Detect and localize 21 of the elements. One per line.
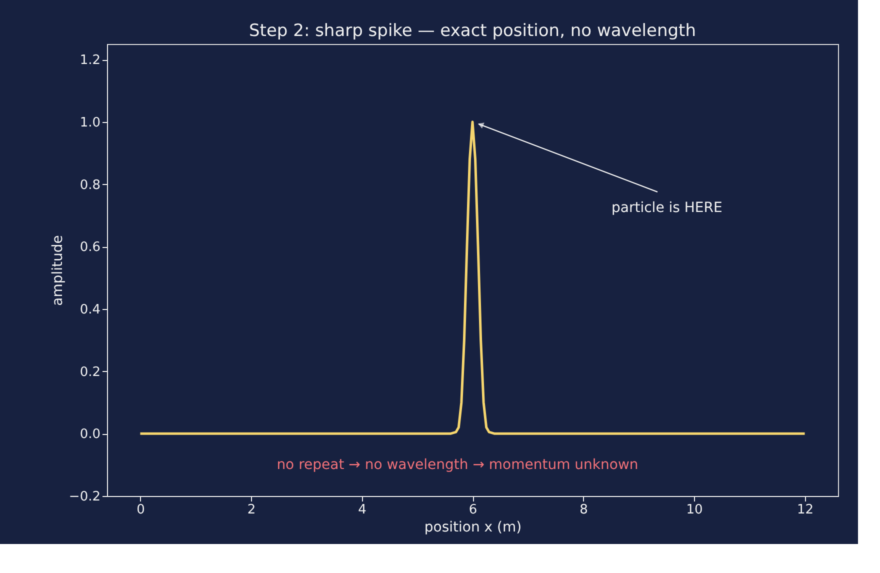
chart-title: Step 2: sharp spike — exact position, no wavelength bbox=[249, 21, 696, 41]
annotation: no repeat → no wavelength → momentum unknown bbox=[276, 457, 638, 473]
x-tick-label: 8 bbox=[580, 502, 588, 518]
y-tick-label: 0.0 bbox=[80, 427, 100, 442]
x-axis-title: position x (m) bbox=[424, 520, 522, 536]
x-tick-label: 10 bbox=[686, 502, 703, 518]
annotation: particle is HERE bbox=[612, 200, 722, 216]
y-tick-label: −0.2 bbox=[68, 490, 100, 504]
y-axis-title: amplitude bbox=[50, 235, 66, 306]
y-tick-label: 0.8 bbox=[80, 178, 100, 193]
x-tick-label: 6 bbox=[468, 502, 478, 518]
x-tick-label: 2 bbox=[247, 502, 256, 518]
y-tick-label: 1.2 bbox=[80, 53, 100, 68]
x-tick-label: 4 bbox=[358, 502, 366, 518]
y-tick-label: 1.0 bbox=[80, 115, 100, 130]
y-tick-label: 0.2 bbox=[80, 364, 100, 380]
x-tick-label: 0 bbox=[136, 502, 145, 518]
y-tick-label: 0.6 bbox=[80, 240, 100, 256]
x-tick-label: 12 bbox=[797, 502, 814, 518]
line-series bbox=[138, 120, 806, 435]
y-tick-label: 0.4 bbox=[80, 302, 100, 318]
